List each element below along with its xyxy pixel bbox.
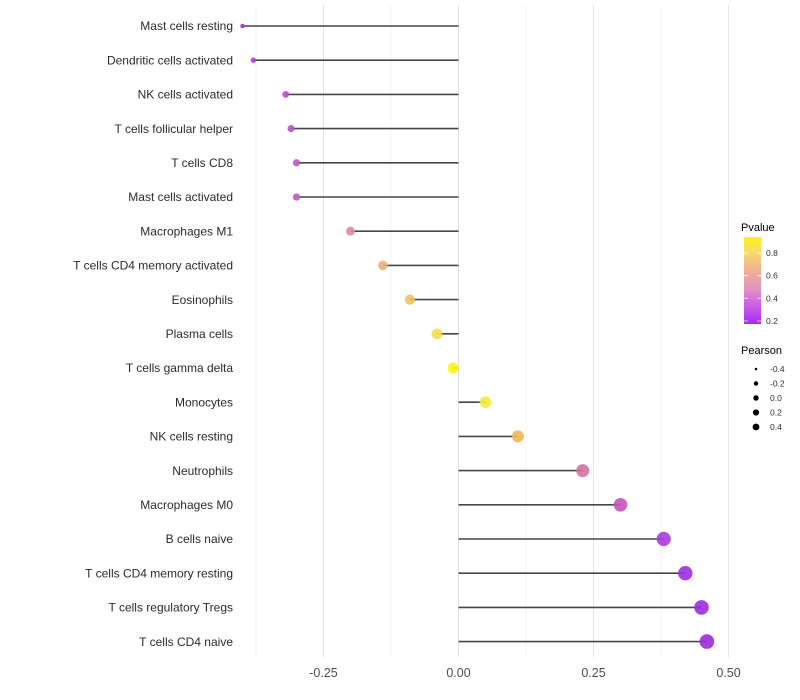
y-axis-label: T cells CD4 memory resting <box>85 566 233 580</box>
pearson-legend-label: 0.2 <box>770 408 782 418</box>
lollipop-dot <box>292 193 301 201</box>
y-axis-label: T cells regulatory Tregs <box>109 601 234 615</box>
y-axis-label: T cells follicular helper <box>115 122 234 136</box>
lollipop-dot <box>694 600 709 615</box>
y-axis-label: Plasma cells <box>166 327 233 341</box>
lollipop-dot <box>678 565 693 581</box>
lollipop-dot <box>378 260 388 271</box>
y-axis-label: B cells naive <box>166 532 234 546</box>
y-axis-label: Eosinophils <box>172 293 233 307</box>
lollipop-dot <box>447 362 459 374</box>
y-axis-label: NK cells activated <box>138 88 233 102</box>
x-axis-tick-label: 0.50 <box>716 666 740 680</box>
lollipop-dot <box>511 430 524 443</box>
y-axis-label: Dendritic cells activated <box>107 53 233 67</box>
x-axis-tick-label: -0.25 <box>309 666 338 680</box>
lollipop-dot <box>613 498 628 512</box>
y-axis-label: Macrophages M0 <box>140 498 233 512</box>
lollipop-dot <box>576 464 590 478</box>
lollipop-dot <box>287 125 295 133</box>
lollipop-dot <box>431 328 443 340</box>
y-axis-label: T cells CD4 memory activated <box>73 259 233 273</box>
y-axis-label: Mast cells resting <box>140 19 233 33</box>
pvalue-legend-tick-label: 0.8 <box>766 248 778 258</box>
pearson-legend-dot <box>753 381 759 386</box>
y-axis-label: Macrophages M1 <box>140 224 233 238</box>
lollipop-dot <box>250 57 256 63</box>
pearson-legend-label: -0.2 <box>770 379 785 389</box>
pearson-legend-dot <box>754 367 758 371</box>
pearson-legend-title: Pearson <box>741 345 782 357</box>
lollipop-dot <box>282 90 290 98</box>
y-axis-label: T cells CD4 naive <box>139 635 233 649</box>
y-axis-label: Monocytes <box>175 395 233 409</box>
pearson-legend-label: 0.4 <box>770 422 782 432</box>
x-axis-tick-label: 0.00 <box>446 666 470 680</box>
y-axis-label: NK cells resting <box>150 430 233 444</box>
pvalue-legend-tick-label: 0.2 <box>766 316 778 326</box>
pearson-legend-dot <box>753 395 759 401</box>
x-axis-tick-label: 0.25 <box>581 666 605 680</box>
lollipop-dot <box>699 634 715 649</box>
lollipop-dot <box>240 23 245 29</box>
pvalue-legend-title: Pvalue <box>741 222 775 234</box>
y-axis-label: Neutrophils <box>172 464 233 478</box>
pvalue-gradient-bar <box>744 237 761 324</box>
y-axis-label: Mast cells activated <box>128 190 233 204</box>
y-axis-label: T cells CD8 <box>171 156 233 170</box>
pvalue-legend-tick-label: 0.4 <box>766 293 778 303</box>
lollipop-dot <box>479 396 492 408</box>
pearson-legend-label: 0.0 <box>770 393 782 403</box>
pearson-legend-dot <box>752 423 760 431</box>
pvalue-legend-tick-label: 0.6 <box>766 271 778 281</box>
lollipop-dot <box>404 294 415 305</box>
lollipop-dot <box>292 159 301 167</box>
pearson-legend-label: -0.4 <box>770 364 785 374</box>
pearson-legend-dot <box>752 409 760 416</box>
lollipop-dot <box>346 226 355 236</box>
y-axis-label: T cells gamma delta <box>126 361 233 375</box>
lollipop-dot <box>656 531 671 547</box>
